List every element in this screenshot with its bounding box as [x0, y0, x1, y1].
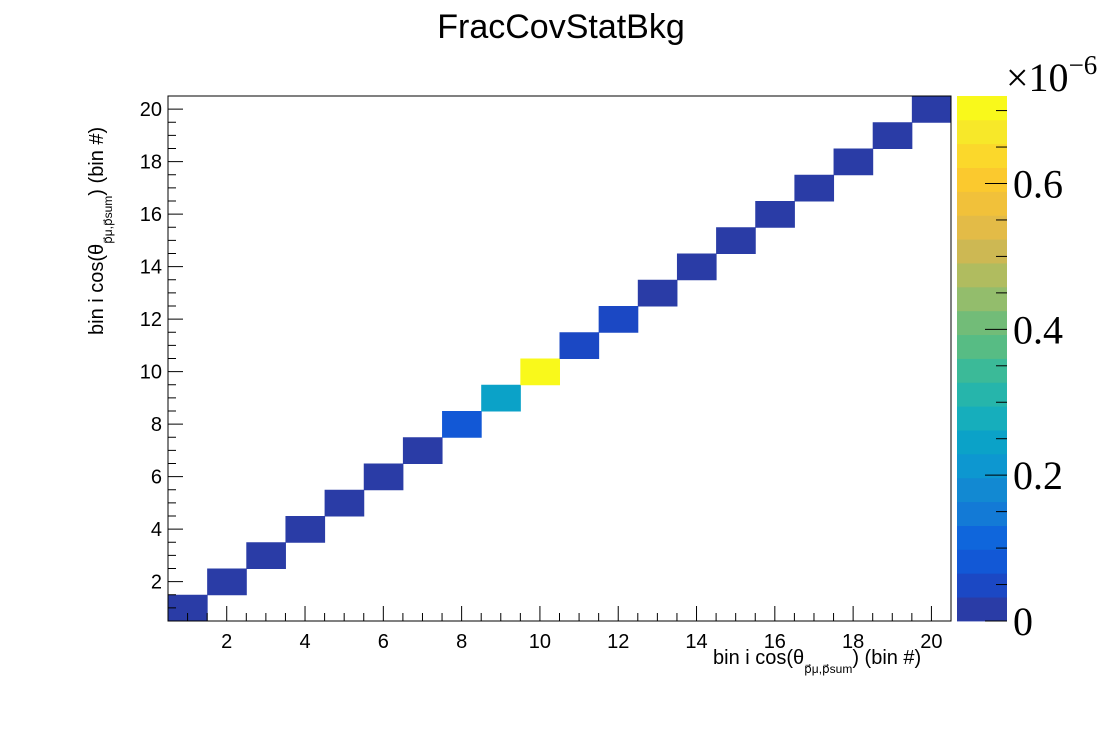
- x-axis-label-subscript: p⃗μ,p⃗sum: [804, 662, 852, 676]
- heatmap-cell: [598, 306, 639, 333]
- x-tick-label: 2: [221, 631, 232, 653]
- color-scale-band: [957, 119, 1007, 145]
- color-scale-band: [957, 430, 1007, 455]
- x-tick-label: 10: [529, 631, 551, 653]
- heatmap-cells: [168, 96, 952, 622]
- heatmap-cell: [872, 122, 913, 149]
- x-axis-label: bin i cos(θp⃗μ,p⃗sum) (bin #): [713, 647, 921, 676]
- color-scale-band: [957, 549, 1007, 574]
- x-axis: 2 4 6 8 10 12 14 16 18 20: [167, 606, 952, 653]
- color-scale-band: [957, 501, 1007, 526]
- y-tick-label: 6: [151, 467, 162, 489]
- y-tick-label: 8: [151, 414, 162, 436]
- color-scale-tick-label: 0: [1013, 599, 1033, 644]
- color-scale-band: [957, 382, 1007, 407]
- x-tick-label: 14: [685, 631, 707, 653]
- heatmap-cell: [481, 384, 521, 412]
- color-scale-band: [957, 573, 1007, 598]
- y-tick-label: 10: [140, 362, 162, 384]
- y-axis: 2 4 6 8 10 12 14 16 18 20: [140, 95, 183, 622]
- color-scale-band: [957, 96, 1007, 121]
- color-scale-band: [957, 215, 1007, 240]
- x-tick-label: 18: [842, 631, 864, 653]
- chart-title: FracCovStatBkg: [437, 8, 685, 46]
- y-tick-label: 14: [140, 257, 162, 279]
- y-axis-label-subscript: p⃗μ,p⃗sum: [101, 196, 115, 244]
- heatmap-cell: [402, 437, 443, 464]
- y-tick-label: 12: [140, 309, 162, 331]
- color-scale-band: [957, 310, 1007, 336]
- color-scale-band: [957, 143, 1007, 168]
- heatmap-cell: [755, 201, 795, 228]
- x-tick-label: 8: [456, 631, 467, 653]
- y-axis-label: bin i cos(θp⃗μ,p⃗sum) (bin #): [86, 127, 115, 335]
- color-scale-band: [957, 263, 1007, 288]
- heatmap-cell: [716, 227, 756, 254]
- y-tick-label: 2: [151, 572, 162, 594]
- color-scale-band: [957, 525, 1007, 550]
- y-tick-label: 20: [140, 99, 162, 121]
- heatmap-cell: [676, 253, 717, 281]
- color-scale-tick-label: 0.6: [1013, 162, 1063, 207]
- color-scale-band: [957, 406, 1007, 431]
- color-scale-band: [957, 477, 1007, 503]
- x-tick-label: 6: [378, 631, 389, 653]
- y-tick-label: 18: [140, 152, 162, 174]
- x-tick-label: 20: [920, 631, 942, 653]
- color-scale-band: [957, 239, 1007, 264]
- y-tick-label: 4: [151, 519, 162, 541]
- heatmap-cell: [442, 411, 482, 438]
- heatmap-cell: [520, 358, 560, 386]
- heatmap-cell: [363, 463, 404, 491]
- color-scale-band: [957, 191, 1007, 216]
- y-tick-label: 16: [140, 204, 162, 226]
- color-scale-tick-label: 0.2: [1013, 453, 1063, 498]
- color-scale: [957, 96, 1007, 622]
- x-tick-label: 16: [764, 631, 786, 653]
- heatmap-cell: [637, 279, 678, 307]
- heatmap-cell: [559, 332, 600, 359]
- heatmap-cell: [911, 96, 952, 123]
- heatmap-cell: [207, 568, 247, 596]
- color-scale-tick-label: 0.4: [1013, 307, 1063, 352]
- color-scale-band: [957, 167, 1007, 192]
- color-scale-exponent-power: −6: [1069, 50, 1098, 80]
- color-scale-ticks: 0 0.2 0.4 0.6: [985, 110, 1063, 644]
- color-scale-band: [957, 334, 1007, 359]
- x-tick-label: 4: [299, 631, 310, 653]
- heatmap-cell: [285, 516, 326, 543]
- color-scale-band: [957, 453, 1007, 479]
- color-scale-band: [957, 597, 1007, 622]
- color-scale-band: [957, 286, 1007, 312]
- x-tick-label: 12: [607, 631, 629, 653]
- heatmap-cell: [794, 174, 835, 202]
- heatmap-cell: [246, 542, 286, 569]
- heatmap-cell: [833, 148, 874, 176]
- heatmap-cell: [324, 489, 365, 517]
- color-scale-exponent: ×10−6: [1006, 50, 1097, 100]
- color-scale-band: [957, 358, 1007, 383]
